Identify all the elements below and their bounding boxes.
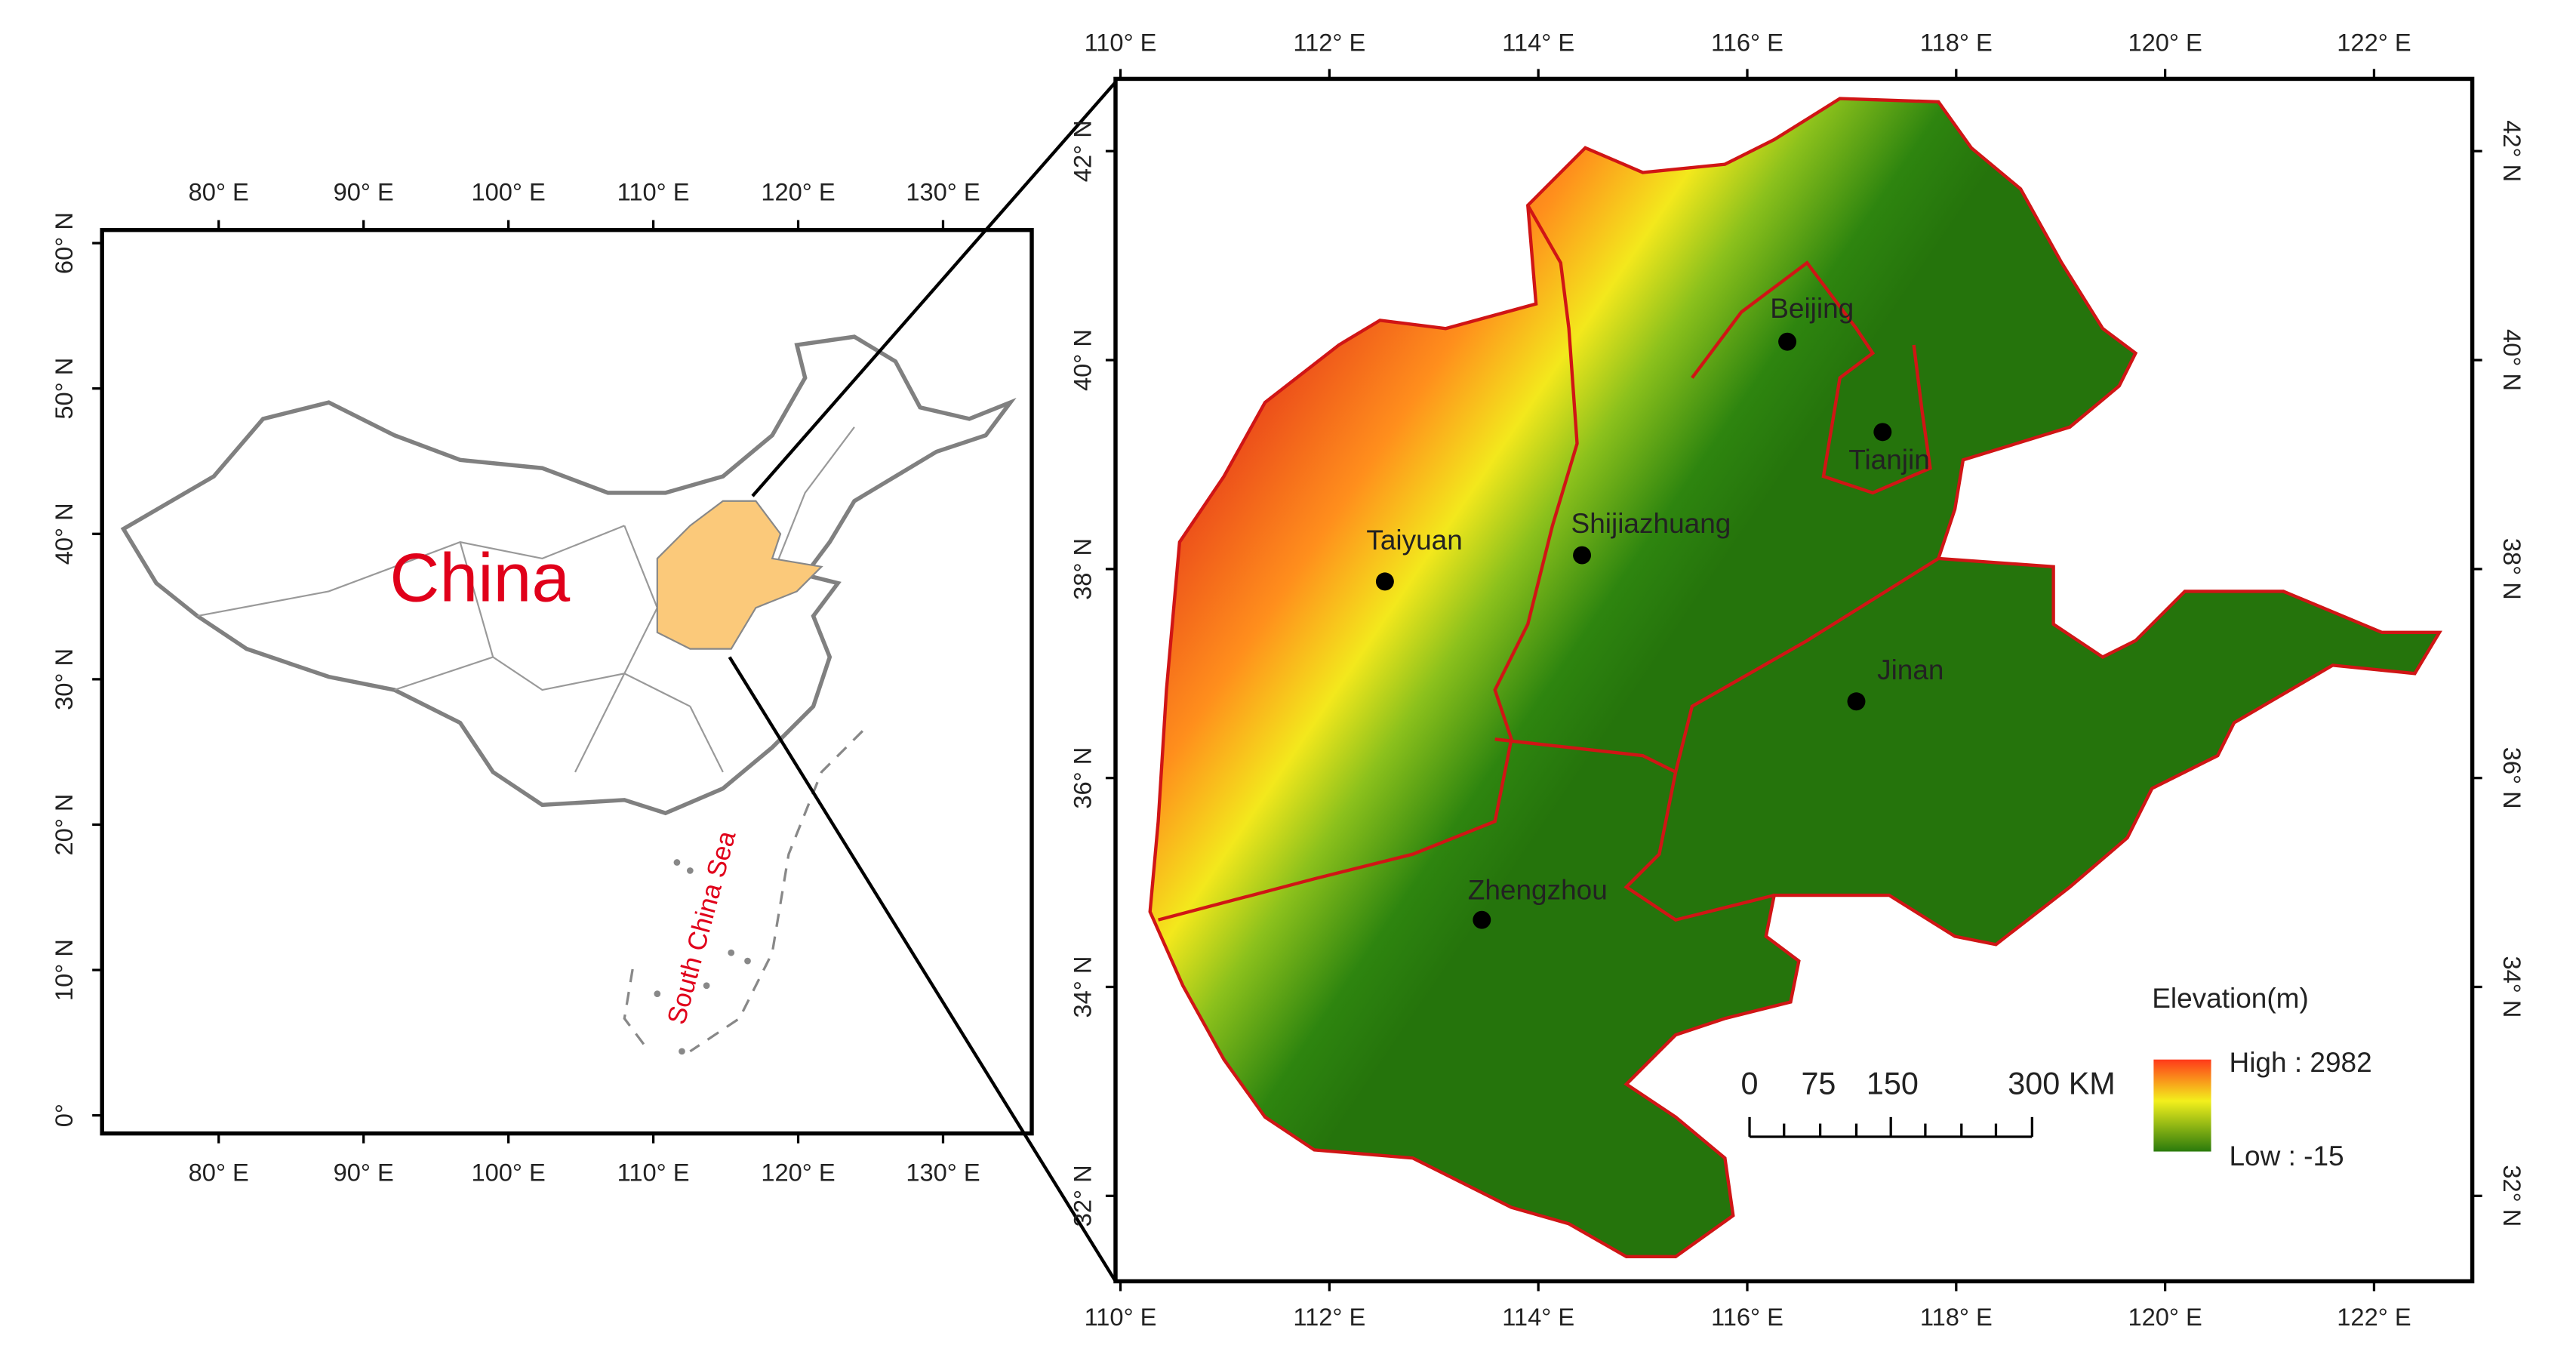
- lon-label: 110° E: [1085, 28, 1157, 56]
- lon-label: 120° E: [2128, 1303, 2202, 1331]
- lat-label: 36° N: [1068, 747, 1096, 809]
- legend-ramp: [2153, 1059, 2211, 1152]
- lon-label: 116° E: [1711, 28, 1784, 56]
- lon-label: 130° E: [906, 1159, 980, 1187]
- lat-label: 42° N: [1068, 120, 1096, 182]
- legend-high: High : 2982: [2229, 1047, 2371, 1078]
- connector: [728, 656, 1117, 1282]
- lon-label: 130° E: [906, 177, 980, 205]
- lon-label: 114° E: [1502, 1303, 1574, 1331]
- lon-label: 120° E: [761, 177, 835, 205]
- lon-label: 114° E: [1502, 28, 1574, 56]
- lon-label: 110° E: [617, 177, 690, 205]
- legend-title: Elevation(m): [2152, 983, 2309, 1014]
- connector: [751, 81, 1117, 497]
- lat-label: 10° N: [50, 939, 78, 1001]
- scale-label: 150: [1867, 1066, 1919, 1101]
- lon-label: 100° E: [471, 1159, 545, 1187]
- lat-label: 42° N: [2498, 120, 2526, 182]
- elevation-region: [1148, 97, 2442, 1259]
- scale-label: 75: [1801, 1066, 1836, 1101]
- left-frame: [100, 227, 1034, 1136]
- country-label: China: [389, 540, 570, 617]
- lat-label: 36° N: [2498, 747, 2526, 809]
- lon-label: 112° E: [1293, 1303, 1365, 1331]
- lon-label: 100° E: [471, 177, 545, 205]
- lon-label: 80° E: [189, 177, 249, 205]
- lon-label: 122° E: [2337, 28, 2411, 56]
- city-marker: [1473, 910, 1491, 929]
- city-marker: [1573, 546, 1592, 565]
- city-label: Taiyuan: [1366, 525, 1462, 556]
- city-marker: [1847, 692, 1866, 711]
- legend-low: Low : -15: [2229, 1141, 2344, 1171]
- city-label: Tianjin: [1848, 444, 1930, 475]
- city-label: Shijiazhuang: [1571, 508, 1731, 539]
- lon-label: 118° E: [1920, 1303, 1993, 1331]
- city-label: Beijing: [1770, 293, 1854, 324]
- sea-label: South China Sea: [662, 827, 742, 1027]
- lat-label: 40° N: [2498, 329, 2526, 391]
- city-marker: [1375, 572, 1394, 591]
- lon-label: 90° E: [334, 1159, 394, 1187]
- lon-label: 110° E: [617, 1159, 690, 1187]
- lon-label: 110° E: [1085, 1303, 1157, 1331]
- lat-label: 34° N: [2498, 956, 2526, 1018]
- south-china-sea: [623, 730, 864, 1053]
- study-area: [656, 500, 823, 650]
- lat-label: 50° N: [50, 358, 78, 420]
- city-marker: [1873, 423, 1892, 442]
- lat-label: 38° N: [1068, 538, 1096, 600]
- lon-label: 118° E: [1920, 28, 1993, 56]
- lat-label: 40° N: [50, 503, 78, 565]
- lon-label: 120° E: [761, 1159, 835, 1187]
- lat-label: 20° N: [50, 793, 78, 855]
- lon-label: 122° E: [2337, 1303, 2411, 1331]
- lon-label: 90° E: [334, 177, 394, 205]
- city-label: Jinan: [1877, 654, 1944, 685]
- lon-label: 116° E: [1711, 1303, 1784, 1331]
- lat-label: 30° N: [50, 648, 78, 710]
- lat-label: 32° N: [2498, 1165, 2526, 1227]
- lat-label: 34° N: [1068, 956, 1096, 1018]
- lat-label: 38° N: [2498, 538, 2526, 600]
- scale-label: 300 KM: [2008, 1066, 2115, 1101]
- right-frame: [1113, 76, 2475, 1284]
- province-boundaries: [1158, 204, 1940, 922]
- scale-label: 0: [1741, 1066, 1759, 1101]
- lon-label: 80° E: [189, 1159, 249, 1187]
- lat-label: 0°: [50, 1104, 78, 1127]
- lon-label: 112° E: [1293, 28, 1365, 56]
- city-label: Zhengzhou: [1468, 874, 1608, 905]
- lat-label: 32° N: [1068, 1165, 1096, 1227]
- islands: [654, 859, 751, 1055]
- lat-label: 60° N: [50, 212, 78, 274]
- scale-bar: [1748, 1116, 2033, 1138]
- lon-label: 120° E: [2128, 28, 2202, 56]
- lat-label: 40° N: [1068, 329, 1096, 391]
- city-marker: [1778, 332, 1797, 351]
